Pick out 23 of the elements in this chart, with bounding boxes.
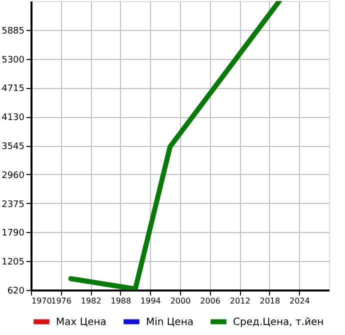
x-tick-label: 1970 (32, 296, 52, 306)
y-tick-label: 1790 (2, 228, 25, 239)
y-tick-label: 2375 (2, 200, 24, 210)
y-tick-label: 5300 (2, 55, 25, 66)
x-tick-label: 2000 (170, 296, 191, 306)
y-tick-label: 1205 (2, 258, 24, 268)
x-tick-label: 1976 (51, 296, 72, 306)
x-tick-label: 2012 (230, 296, 250, 306)
y-tick-label: 2960 (2, 170, 25, 181)
x-tick-label: 1994 (140, 296, 161, 306)
x-tick-label: 2018 (260, 296, 280, 306)
x-tick-label: 1982 (80, 296, 102, 306)
y-tick-label: 4130 (2, 113, 25, 124)
legend-label: Min Цена (146, 316, 194, 328)
legend-label: Сред.Цена, т.йен (233, 316, 324, 328)
y-tick-label: 3545 (2, 142, 24, 152)
y-tick-label: 620 (7, 286, 25, 296)
x-tick-label: 1988 (110, 296, 132, 306)
y-tick-label: 4715 (2, 84, 24, 94)
y-tick-label: 5885 (2, 26, 24, 36)
x-tick-label: 2006 (200, 296, 220, 306)
x-tick-label: 2024 (290, 296, 310, 306)
legend-label: Max Цена (56, 316, 106, 328)
